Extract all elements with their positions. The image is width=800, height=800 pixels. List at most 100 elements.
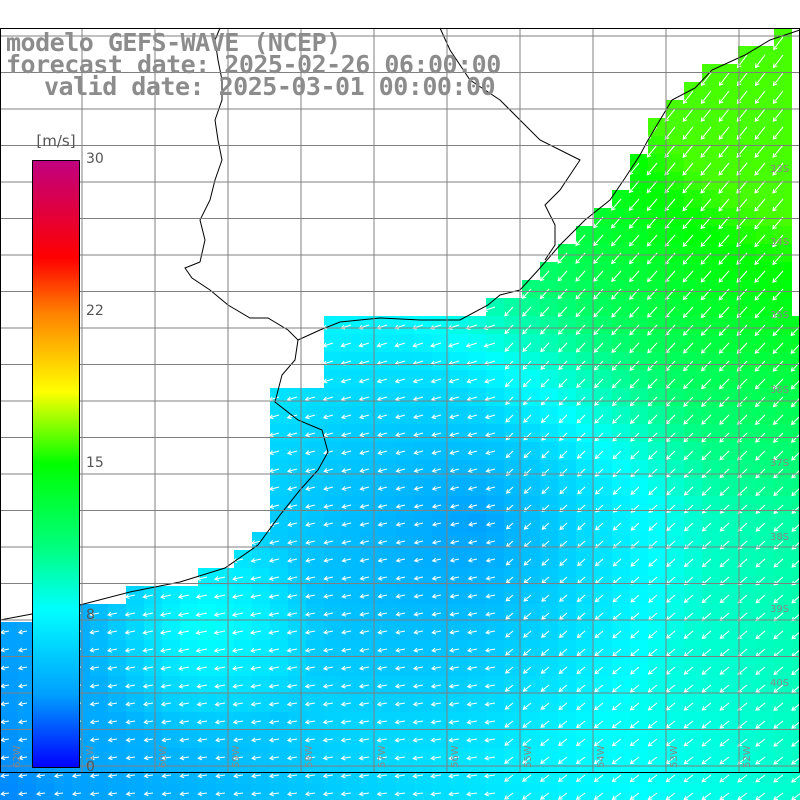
wind-arrow-head — [630, 633, 635, 639]
wind-arrow — [772, 162, 784, 176]
wind-arrow-head — [467, 503, 473, 509]
wind-arrow-head — [772, 278, 777, 283]
wind-arrow-head — [754, 224, 759, 230]
wind-arrow — [160, 612, 172, 616]
wind-arrow-head — [701, 544, 707, 550]
wind-arrow-head — [755, 777, 761, 783]
wind-arrow-head — [647, 795, 653, 800]
wind-arrow-head — [412, 755, 418, 761]
wind-arrow-head — [557, 777, 563, 782]
wind-arrow — [648, 738, 658, 747]
wind-arrow-head — [558, 741, 563, 747]
wind-arrow — [90, 738, 100, 741]
wind-arrow-head — [719, 526, 725, 532]
wind-speed-cell — [792, 604, 800, 622]
wind-arrow — [702, 522, 712, 532]
wind-arrow — [432, 522, 442, 526]
wind-arrow — [486, 522, 496, 526]
wind-arrow — [505, 432, 514, 441]
wind-arrow — [664, 234, 676, 247]
wind-speed-cell — [468, 784, 486, 800]
wind-arrow — [505, 684, 514, 692]
wind-arrow-head — [791, 598, 797, 604]
wind-arrow-head — [304, 647, 310, 653]
wind-arrow — [377, 360, 388, 365]
wind-arrow — [541, 450, 550, 459]
wind-arrow — [629, 324, 640, 336]
wind-arrow — [377, 738, 388, 742]
wind-arrow-head — [682, 277, 688, 283]
wind-arrow — [737, 630, 748, 639]
wind-arrow — [773, 54, 784, 68]
wind-arrow-head — [523, 489, 529, 494]
wind-arrow-head — [523, 471, 529, 477]
wind-arrow-head — [395, 593, 401, 599]
wind-arrow-head — [719, 759, 725, 765]
wind-arrow-head — [250, 719, 256, 725]
wind-arrow — [269, 792, 280, 795]
wind-arrow — [773, 540, 784, 550]
wind-arrow-head — [322, 701, 328, 707]
wind-arrow-head — [377, 611, 383, 617]
wind-arrow — [467, 432, 478, 437]
wind-arrow-head — [505, 578, 511, 584]
wind-arrow — [359, 774, 370, 777]
wind-arrow-head — [286, 611, 292, 617]
wind-arrow — [559, 558, 568, 566]
wind-arrow-head — [377, 647, 383, 653]
wind-arrow-head — [790, 438, 796, 443]
wind-arrow-head — [341, 432, 346, 438]
wind-arrow — [720, 558, 730, 568]
wind-arrow-head — [505, 560, 511, 566]
wind-arrow — [755, 360, 766, 372]
wind-speed-cell — [0, 784, 18, 800]
wind-arrow-head — [629, 723, 635, 729]
wind-arrow — [737, 504, 748, 514]
wind-arrow-head — [395, 557, 401, 563]
colorbar-tick: 15 — [86, 455, 104, 471]
wind-arrow-head — [611, 777, 617, 783]
wind-arrow-head — [701, 724, 707, 729]
wind-arrow-head — [467, 611, 473, 617]
wind-arrow — [718, 180, 730, 194]
wind-arrow — [541, 540, 550, 548]
wind-arrow — [594, 738, 604, 746]
wind-arrow — [647, 306, 658, 318]
wind-arrow — [755, 558, 766, 568]
wind-arrow-head — [646, 241, 652, 247]
wind-arrow-head — [196, 719, 202, 725]
wind-arrow-head — [504, 382, 510, 388]
wind-arrow-head — [754, 81, 760, 87]
wind-arrow-head — [647, 348, 652, 354]
wind-arrow — [754, 288, 766, 301]
wind-arrow-head — [683, 437, 689, 443]
wind-arrow-head — [125, 791, 131, 797]
wind-arrow — [396, 594, 406, 598]
wind-arrow — [450, 522, 460, 526]
wind-arrow — [287, 486, 298, 490]
wind-arrow-head — [719, 634, 725, 640]
wind-arrow — [575, 270, 586, 282]
wind-arrow — [594, 702, 604, 710]
wind-arrow — [269, 666, 280, 670]
wind-arrow-head — [576, 687, 582, 693]
wind-arrow-head — [430, 719, 436, 725]
wind-arrow-head — [628, 206, 634, 211]
wind-arrow-head — [647, 670, 653, 675]
wind-arrow — [18, 702, 28, 705]
wind-arrow-head — [700, 242, 706, 248]
wind-arrow — [701, 720, 712, 729]
wind-arrow-head — [358, 342, 364, 348]
wind-arrow-head — [648, 526, 654, 531]
wind-arrow-head — [719, 688, 725, 693]
wind-arrow-head — [467, 485, 473, 491]
wind-arrow — [90, 774, 100, 777]
wind-arrow-head — [268, 683, 274, 689]
wind-arrow — [287, 612, 298, 616]
wind-arrow — [700, 108, 712, 122]
wind-arrow — [341, 702, 352, 706]
wind-arrow — [324, 612, 334, 616]
wind-arrow — [576, 360, 586, 370]
wind-arrow-head — [142, 701, 148, 707]
wind-arrow-head — [772, 206, 777, 212]
